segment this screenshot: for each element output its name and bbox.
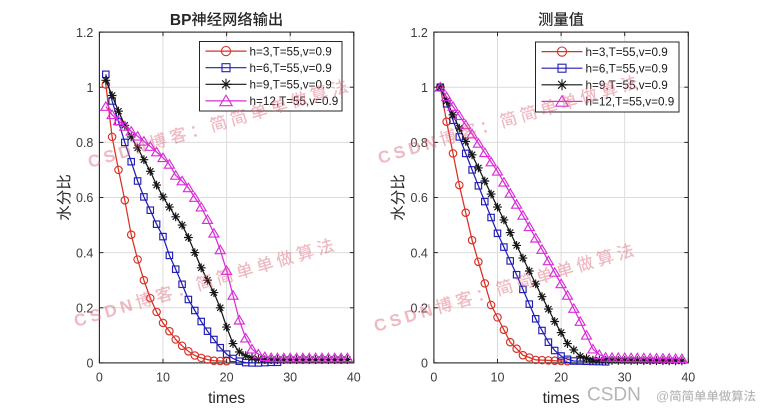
svg-text:h=6,T=55,v=0.9: h=6,T=55,v=0.9	[250, 62, 332, 75]
svg-text:20: 20	[554, 371, 568, 385]
svg-text:40: 40	[681, 371, 695, 385]
svg-text:0: 0	[430, 371, 437, 385]
svg-text:h=6,T=55,v=0.9: h=6,T=55,v=0.9	[586, 63, 668, 76]
svg-text:h=9,T=55,v=0.9: h=9,T=55,v=0.9	[250, 79, 332, 92]
svg-text:0.2: 0.2	[76, 302, 93, 316]
svg-text:0.4: 0.4	[76, 246, 93, 260]
svg-text:0.2: 0.2	[411, 302, 428, 316]
svg-text:0: 0	[421, 357, 428, 371]
svg-text:1.2: 1.2	[76, 26, 93, 40]
svg-text:30: 30	[283, 371, 297, 385]
svg-text:0.4: 0.4	[411, 246, 428, 260]
svg-text:20: 20	[220, 371, 234, 385]
svg-text:BP: BP	[170, 12, 192, 29]
svg-text:@: @	[656, 389, 669, 404]
svg-text:10: 10	[156, 371, 170, 385]
svg-text:h=3,T=55,v=0.9: h=3,T=55,v=0.9	[250, 45, 332, 58]
svg-text:0.6: 0.6	[411, 191, 428, 205]
svg-text:h=12,T=55,v=0.9: h=12,T=55,v=0.9	[250, 95, 339, 108]
svg-text:0.8: 0.8	[76, 136, 93, 150]
svg-text:times: times	[543, 390, 580, 407]
svg-text:40: 40	[347, 371, 361, 385]
svg-text:30: 30	[618, 371, 632, 385]
svg-text:times: times	[208, 390, 245, 407]
svg-text:0.6: 0.6	[76, 191, 93, 205]
svg-text:CSDN: CSDN	[587, 385, 641, 406]
svg-text:1: 1	[86, 81, 93, 95]
svg-text:h=3,T=55,v=0.9: h=3,T=55,v=0.9	[586, 46, 668, 59]
svg-text:0: 0	[96, 371, 103, 385]
svg-text:10: 10	[491, 371, 505, 385]
svg-text:1: 1	[421, 81, 428, 95]
svg-text:0.8: 0.8	[411, 136, 428, 150]
svg-text:h=12,T=55,v=0.9: h=12,T=55,v=0.9	[586, 96, 675, 109]
svg-text:h=9,T=55,v=0.9: h=9,T=55,v=0.9	[586, 79, 668, 92]
svg-text:1.2: 1.2	[411, 26, 428, 40]
svg-text:0: 0	[86, 357, 93, 371]
